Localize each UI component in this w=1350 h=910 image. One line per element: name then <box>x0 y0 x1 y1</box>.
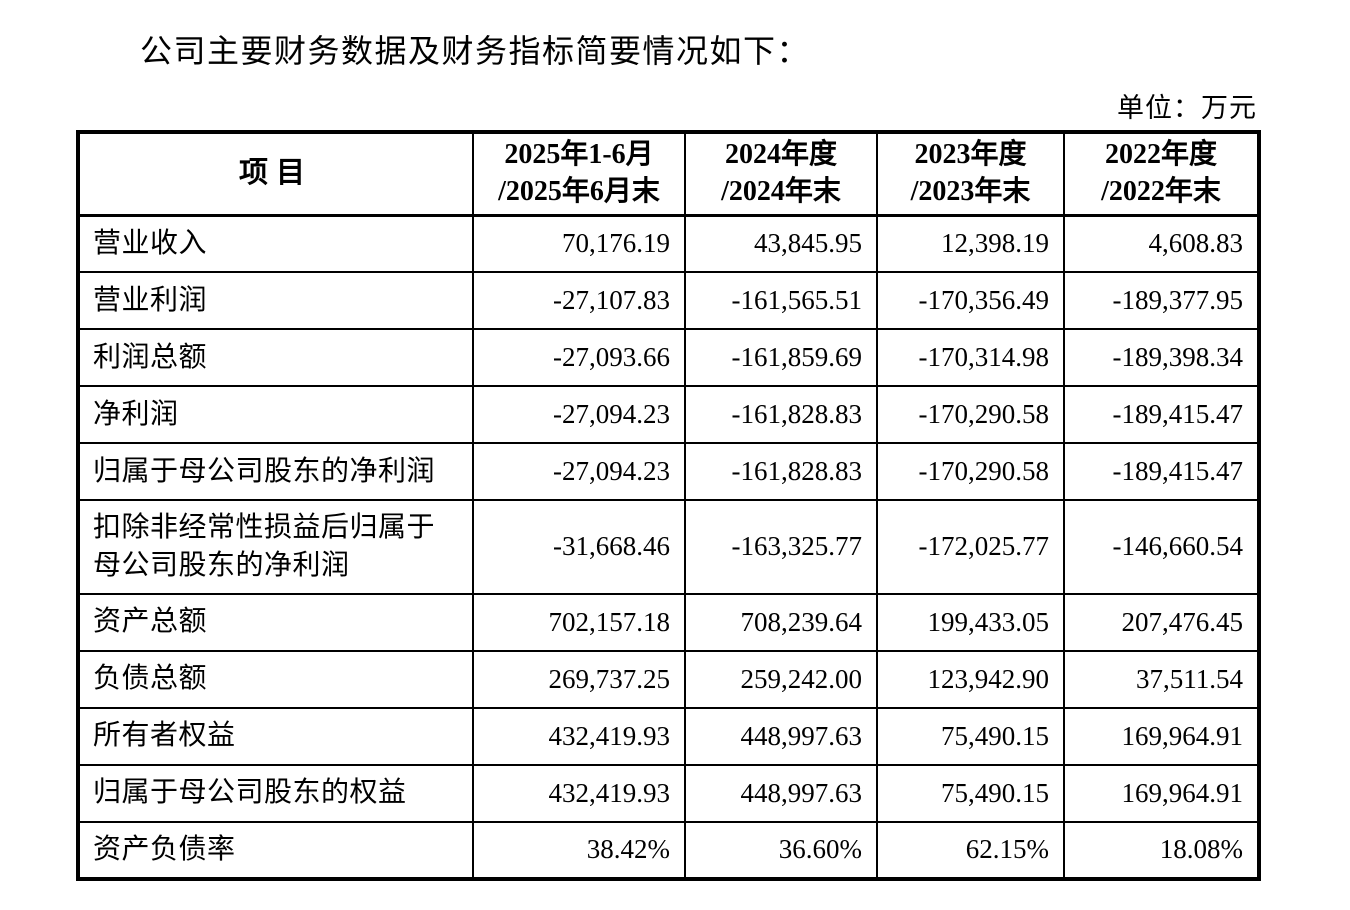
row-value: -161,565.51 <box>684 271 878 330</box>
row-value: -161,828.83 <box>684 385 878 444</box>
row-value: -146,660.54 <box>1063 499 1260 595</box>
row-value: 18.08% <box>1063 820 1260 880</box>
row-value: -27,107.83 <box>472 271 686 330</box>
row-value: 448,997.63 <box>684 763 878 823</box>
row-value: 75,490.15 <box>876 706 1065 766</box>
row-label: 利润总额 <box>77 328 474 387</box>
row-value: -27,094.23 <box>472 385 686 444</box>
row-label: 负债总额 <box>77 649 474 709</box>
row-label: 归属于母公司股东的净利润 <box>77 442 474 501</box>
row-value: 36.60% <box>684 820 878 880</box>
table-row-total-assets: 资产总额 702,157.18 708,239.64 199,433.05 20… <box>77 592 1260 652</box>
document-title: 公司主要财务数据及财务指标简要情况如下： <box>140 33 811 69</box>
row-value: -161,828.83 <box>684 442 878 501</box>
row-value: 448,997.63 <box>684 706 878 766</box>
row-value: 702,157.18 <box>472 592 686 652</box>
row-value: 4,608.83 <box>1063 214 1260 273</box>
row-value: -170,314.98 <box>876 328 1065 387</box>
header-period-2025: 2025年1-6月 /2025年6月末 <box>472 131 686 217</box>
row-value: -170,290.58 <box>876 442 1065 501</box>
row-value: 259,242.00 <box>684 649 878 709</box>
row-value: 708,239.64 <box>684 592 878 652</box>
header-period-2022: 2022年度 /2022年末 <box>1063 131 1260 217</box>
table-row-net-profit-excl-nonrecurring: 扣除非经常性损益后归属于母公司股东的净利润 -31,668.46 -163,32… <box>77 499 1260 595</box>
row-value: -27,093.66 <box>472 328 686 387</box>
table-body: 营业收入 70,176.19 43,845.95 12,398.19 4,608… <box>77 214 1260 880</box>
row-value: -161,859.69 <box>684 328 878 387</box>
table-row-operating-revenue: 营业收入 70,176.19 43,845.95 12,398.19 4,608… <box>77 214 1260 273</box>
row-value: -27,094.23 <box>472 442 686 501</box>
table-row-asset-liability-ratio: 资产负债率 38.42% 36.60% 62.15% 18.08% <box>77 820 1260 880</box>
table-row-owners-equity: 所有者权益 432,419.93 448,997.63 75,490.15 16… <box>77 706 1260 766</box>
row-value: 43,845.95 <box>684 214 878 273</box>
row-value: 12,398.19 <box>876 214 1065 273</box>
row-label: 净利润 <box>77 385 474 444</box>
row-value: -189,377.95 <box>1063 271 1260 330</box>
table-row-net-profit: 净利润 -27,094.23 -161,828.83 -170,290.58 -… <box>77 385 1260 444</box>
row-value: 123,942.90 <box>876 649 1065 709</box>
header-period-line2: /2023年末 <box>910 175 1031 207</box>
table-row-equity-attributable: 归属于母公司股东的权益 432,419.93 448,997.63 75,490… <box>77 763 1260 823</box>
row-value: 207,476.45 <box>1063 592 1260 652</box>
header-period-line1: 2025年1-6月 <box>504 139 654 171</box>
row-label: 资产总额 <box>77 592 474 652</box>
row-value: -189,415.47 <box>1063 442 1260 501</box>
row-label: 归属于母公司股东的权益 <box>77 763 474 823</box>
row-label: 所有者权益 <box>77 706 474 766</box>
row-value: -163,325.77 <box>684 499 878 595</box>
row-value: 37,511.54 <box>1063 649 1260 709</box>
row-value: -172,025.77 <box>876 499 1065 595</box>
row-value: 75,490.15 <box>876 763 1065 823</box>
header-period-line1: 2024年度 <box>724 139 837 171</box>
header-period-line2: /2024年末 <box>721 175 841 207</box>
row-label: 扣除非经常性损益后归属于母公司股东的净利润 <box>77 499 474 595</box>
financial-summary-table: 项目 2025年1-6月 /2025年6月末 2024年度 /2024年末 20… <box>76 130 1261 881</box>
row-value: -31,668.46 <box>472 499 686 595</box>
row-value: 169,964.91 <box>1063 763 1260 823</box>
row-value: 38.42% <box>472 820 686 880</box>
header-item-column: 项目 <box>77 131 474 217</box>
row-value: 269,737.25 <box>472 649 686 709</box>
row-value: -170,356.49 <box>876 271 1065 330</box>
row-value: 70,176.19 <box>472 214 686 273</box>
row-value: -170,290.58 <box>876 385 1065 444</box>
row-value: 169,964.91 <box>1063 706 1260 766</box>
row-value: -189,415.47 <box>1063 385 1260 444</box>
header-period-line2: /2025年6月末 <box>498 175 660 207</box>
row-value: 432,419.93 <box>472 763 686 823</box>
row-value: 432,419.93 <box>472 706 686 766</box>
header-period-line2: /2022年末 <box>1101 175 1221 207</box>
row-label: 营业收入 <box>77 214 474 273</box>
table-header: 项目 2025年1-6月 /2025年6月末 2024年度 /2024年末 20… <box>77 131 1260 217</box>
row-label: 资产负债率 <box>77 820 474 880</box>
table-row-total-liabilities: 负债总额 269,737.25 259,242.00 123,942.90 37… <box>77 649 1260 709</box>
row-value: 62.15% <box>876 820 1065 880</box>
unit-label: 单位：万元 <box>1117 93 1257 123</box>
header-period-2023: 2023年度 /2023年末 <box>876 131 1065 217</box>
header-period-line1: 2022年度 <box>1104 139 1217 171</box>
table-row-net-profit-attributable: 归属于母公司股东的净利润 -27,094.23 -161,828.83 -170… <box>77 442 1260 501</box>
table-row-operating-profit: 营业利润 -27,107.83 -161,565.51 -170,356.49 … <box>77 271 1260 330</box>
header-period-line1: 2023年度 <box>914 139 1027 171</box>
header-period-2024: 2024年度 /2024年末 <box>684 131 878 217</box>
header-row: 项目 2025年1-6月 /2025年6月末 2024年度 /2024年末 20… <box>77 131 1260 217</box>
table-row-total-profit: 利润总额 -27,093.66 -161,859.69 -170,314.98 … <box>77 328 1260 387</box>
row-value: 199,433.05 <box>876 592 1065 652</box>
row-label: 营业利润 <box>77 271 474 330</box>
row-value: -189,398.34 <box>1063 328 1260 387</box>
